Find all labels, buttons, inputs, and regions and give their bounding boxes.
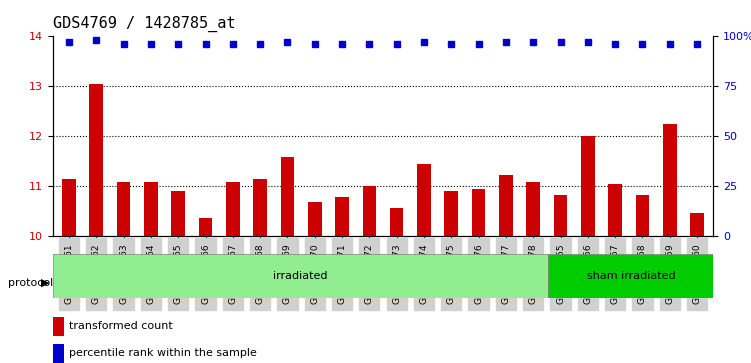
Bar	[526, 182, 540, 236]
Bar	[690, 213, 704, 236]
Text: GDS4769 / 1428785_at: GDS4769 / 1428785_at	[53, 16, 235, 32]
Bar	[581, 136, 595, 236]
Bar	[62, 179, 76, 236]
Bar	[144, 182, 158, 236]
Bar	[553, 195, 567, 236]
Bar	[253, 179, 267, 236]
Text: ▶: ▶	[41, 278, 50, 288]
Bar	[390, 208, 403, 236]
Bar	[608, 184, 622, 236]
FancyBboxPatch shape	[548, 254, 713, 298]
Text: irradiated: irradiated	[273, 271, 327, 281]
Bar	[53, 317, 65, 336]
Bar	[472, 188, 485, 236]
Bar	[281, 157, 294, 236]
Bar	[116, 182, 131, 236]
Bar	[171, 191, 185, 236]
Text: sham irradiated: sham irradiated	[587, 271, 675, 281]
Text: protocol: protocol	[8, 278, 53, 288]
Bar	[663, 124, 677, 236]
Bar	[335, 197, 349, 236]
Text: percentile rank within the sample: percentile rank within the sample	[69, 348, 257, 358]
Bar	[635, 195, 650, 236]
Bar	[53, 344, 65, 363]
FancyBboxPatch shape	[53, 254, 548, 298]
Bar	[445, 191, 458, 236]
Bar	[363, 186, 376, 236]
Bar	[417, 164, 431, 236]
Bar	[308, 202, 321, 236]
Bar	[199, 219, 213, 236]
Bar	[499, 175, 513, 236]
Bar	[89, 84, 103, 236]
Bar	[226, 182, 240, 236]
Text: transformed count: transformed count	[69, 321, 173, 331]
